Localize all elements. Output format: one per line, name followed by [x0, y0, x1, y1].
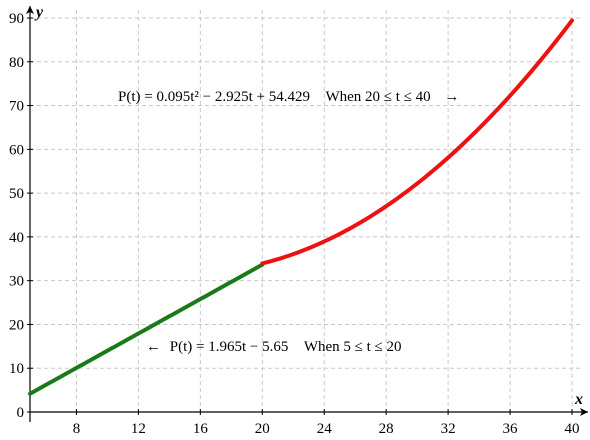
x-tick-label: 8	[73, 421, 81, 437]
annotation-linear: ← P(t) = 1.965t − 5.65 When 5 ≤ t ≤ 20	[146, 339, 402, 355]
x-tick-label: 32	[441, 421, 456, 437]
y-axis-arrow	[26, 6, 34, 14]
y-axis-label: y	[34, 4, 44, 21]
y-tick-label: 80	[9, 55, 24, 71]
y-tick-label: 90	[9, 11, 24, 27]
axes	[26, 6, 588, 422]
x-tick-label: 24	[317, 421, 333, 437]
y-tick-label: 10	[9, 361, 24, 377]
x-axis-arrow	[580, 408, 588, 416]
y-tick-label: 30	[9, 274, 24, 290]
annotation-quadratic-condition: When 20 ≤ t ≤ 40	[325, 89, 430, 105]
series-lines	[28, 18, 574, 396]
annotation-quadratic-arrow: →	[444, 89, 459, 105]
tick-labels: 8 12 16 20 24 28 32 36 40 0 10 20 30 40 50 60 70 80 90	[9, 11, 580, 437]
series-line-2	[260, 18, 574, 266]
x-tick-label: 16	[193, 421, 209, 437]
annotation-linear-condition: When 5 ≤ t ≤ 20	[304, 339, 402, 355]
x-tick-label: 28	[379, 421, 394, 437]
grid	[30, 10, 580, 412]
annotation-linear-arrow: ←	[146, 339, 161, 355]
y-tick-label: 50	[9, 186, 24, 202]
x-axis-label: x	[574, 391, 583, 408]
x-tick-label: 36	[503, 421, 519, 437]
annotation-quadratic: P(t) = 0.095t² − 2.925t + 54.429 When 20…	[118, 89, 459, 105]
x-tick-label: 40	[565, 421, 580, 437]
series-line-1	[28, 262, 265, 396]
y-tick-label: 40	[9, 230, 24, 246]
x-tick-label: 12	[131, 421, 146, 437]
y-tick-label: 60	[9, 142, 24, 158]
y-tick-label: 70	[9, 99, 24, 115]
annotation-linear-formula: P(t) = 1.965t − 5.65	[170, 339, 289, 355]
annotation-quadratic-formula: P(t) = 0.095t² − 2.925t + 54.429	[118, 89, 310, 105]
y-tick-label: 0	[17, 405, 25, 421]
y-tick-label: 20	[9, 317, 24, 333]
x-tick-label: 20	[255, 421, 270, 437]
